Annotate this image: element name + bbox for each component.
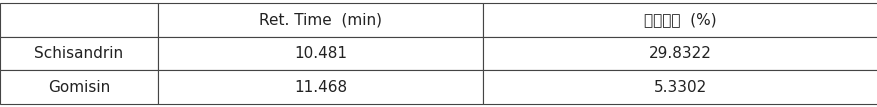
Text: Schisandrin: Schisandrin (34, 46, 124, 61)
Text: 5.3302: 5.3302 (653, 80, 706, 95)
Bar (0, 70, 158, 104)
Bar (482, 37, 877, 70)
Text: 상대함량  (%): 상대함량 (%) (644, 12, 716, 27)
Text: Ret. Time  (min): Ret. Time (min) (259, 12, 381, 27)
Bar (482, 70, 877, 104)
Bar (158, 37, 482, 70)
Text: Gomisin: Gomisin (48, 80, 110, 95)
Text: 11.468: 11.468 (294, 80, 346, 95)
Bar (0, 37, 158, 70)
Bar (0, 3, 158, 37)
Bar (158, 70, 482, 104)
Bar (482, 3, 877, 37)
Bar (158, 3, 482, 37)
Text: 10.481: 10.481 (294, 46, 346, 61)
Text: 29.8322: 29.8322 (648, 46, 711, 61)
